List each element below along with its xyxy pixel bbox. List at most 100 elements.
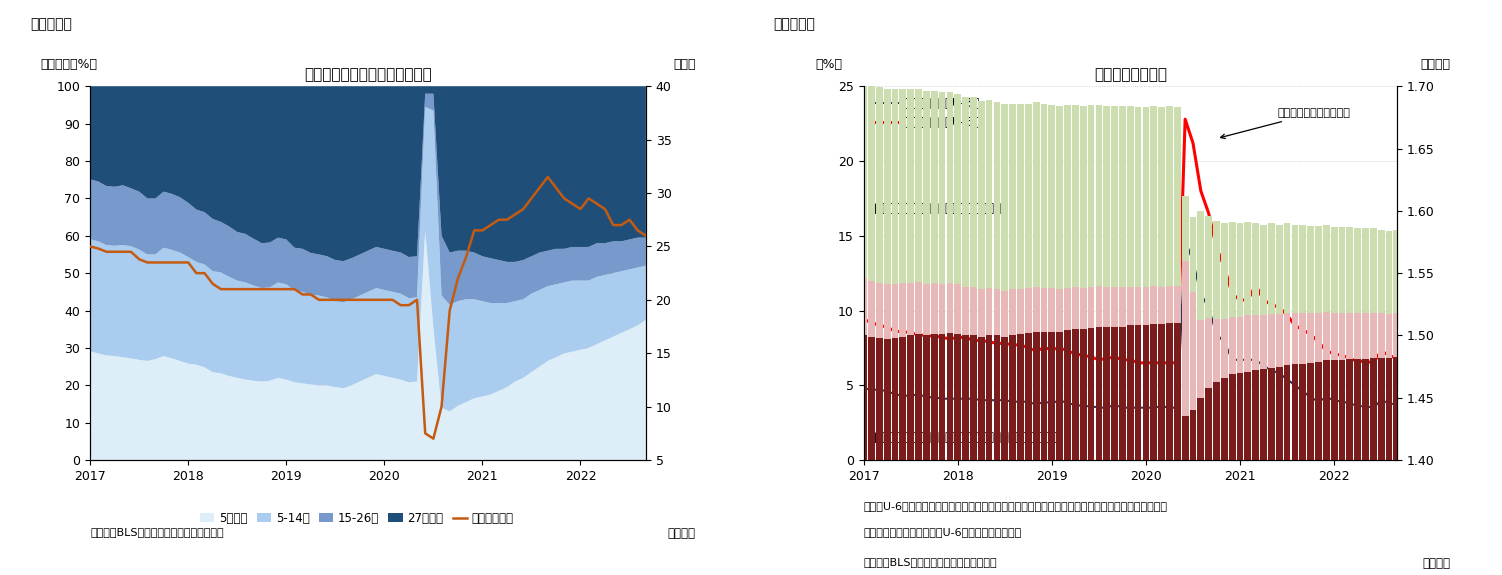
- Text: （資料）BLSよりニッセイ基礎研究所作成: （資料）BLSよりニッセイ基礎研究所作成: [864, 557, 997, 567]
- Bar: [1134, 287, 1142, 325]
- Bar: [1151, 324, 1157, 575]
- Bar: [1221, 319, 1227, 378]
- Bar: [1119, 287, 1126, 327]
- Bar: [924, 335, 930, 575]
- Bar: [970, 287, 976, 335]
- Text: （月次）: （月次）: [1422, 557, 1451, 570]
- Bar: [1214, 221, 1220, 319]
- Bar: [1080, 106, 1086, 288]
- Bar: [1024, 288, 1032, 333]
- Text: （資料）BLSよりニッセイ基礎研究所作成: （資料）BLSよりニッセイ基礎研究所作成: [90, 527, 224, 537]
- Bar: [915, 89, 922, 282]
- Bar: [1386, 231, 1392, 314]
- Bar: [1111, 106, 1117, 287]
- Bar: [963, 287, 969, 335]
- Bar: [1143, 325, 1149, 575]
- Title: 広義失業率の推移: 広義失業率の推移: [1093, 67, 1167, 82]
- Bar: [1275, 224, 1283, 314]
- Legend: 5週未満, 5-14週, 15-26週, 27週以上, 平均（右軸）: 5週未満, 5-14週, 15-26週, 27週以上, 平均（右軸）: [195, 507, 518, 530]
- Bar: [868, 336, 874, 575]
- Bar: [1292, 224, 1298, 313]
- Bar: [1126, 106, 1134, 287]
- Bar: [954, 94, 961, 284]
- Bar: [1166, 323, 1173, 575]
- Text: （シェア、%）: （シェア、%）: [41, 58, 98, 71]
- Bar: [861, 335, 867, 575]
- Bar: [1017, 289, 1024, 334]
- Bar: [1346, 359, 1353, 575]
- Bar: [993, 335, 1000, 575]
- Bar: [1370, 358, 1377, 575]
- Bar: [1394, 229, 1400, 313]
- Bar: [1362, 228, 1368, 313]
- Bar: [900, 89, 906, 283]
- Text: 周辺労働力は失業率（U-6）より逆算して推計: 周辺労働力は失業率（U-6）より逆算して推計: [864, 527, 1021, 537]
- Bar: [1275, 314, 1283, 366]
- Bar: [954, 334, 961, 575]
- Bar: [1292, 364, 1298, 575]
- Bar: [1119, 106, 1126, 287]
- Bar: [1394, 313, 1400, 356]
- Bar: [883, 339, 891, 575]
- Bar: [931, 334, 937, 575]
- Bar: [939, 334, 945, 575]
- Bar: [1245, 222, 1251, 316]
- Bar: [900, 283, 906, 336]
- Bar: [1095, 105, 1102, 286]
- Bar: [1104, 327, 1110, 575]
- Bar: [1245, 371, 1251, 575]
- Bar: [993, 102, 1000, 289]
- Bar: [963, 335, 969, 575]
- Bar: [1197, 211, 1205, 320]
- Bar: [1338, 361, 1346, 575]
- Bar: [1056, 289, 1063, 332]
- Title: 失業期間の分布と平均失業期間: 失業期間の分布と平均失業期間: [303, 67, 433, 82]
- Bar: [1355, 228, 1361, 313]
- Bar: [1002, 104, 1008, 290]
- Bar: [1063, 331, 1071, 575]
- Bar: [1299, 313, 1307, 364]
- Bar: [1229, 222, 1236, 317]
- Bar: [985, 100, 993, 288]
- Bar: [985, 288, 993, 335]
- Bar: [876, 283, 883, 338]
- Bar: [1346, 313, 1353, 359]
- Bar: [1253, 223, 1259, 316]
- Bar: [924, 91, 930, 284]
- Bar: [868, 84, 874, 281]
- Bar: [931, 283, 937, 334]
- Bar: [1362, 313, 1368, 359]
- Bar: [876, 338, 883, 575]
- Bar: [978, 101, 985, 289]
- Bar: [1355, 313, 1361, 359]
- Bar: [1024, 333, 1032, 575]
- Bar: [985, 335, 993, 575]
- Bar: [1048, 105, 1056, 288]
- Bar: [1355, 359, 1361, 575]
- Bar: [1260, 224, 1268, 316]
- Bar: [963, 98, 969, 287]
- Bar: [1056, 332, 1063, 575]
- Bar: [1095, 327, 1102, 575]
- Bar: [1331, 227, 1337, 313]
- Bar: [868, 281, 874, 336]
- Bar: [1221, 378, 1227, 575]
- Bar: [1087, 105, 1095, 287]
- Bar: [1143, 287, 1149, 325]
- Bar: [861, 81, 867, 278]
- Bar: [1284, 313, 1290, 365]
- Bar: [1182, 260, 1188, 416]
- Bar: [1205, 216, 1212, 318]
- Bar: [1205, 388, 1212, 575]
- Bar: [1158, 108, 1166, 287]
- Bar: [1080, 329, 1086, 575]
- Bar: [900, 336, 906, 575]
- Bar: [1377, 358, 1385, 575]
- Text: （%）: （%）: [816, 58, 843, 71]
- Bar: [1175, 323, 1181, 575]
- Bar: [924, 284, 930, 335]
- Bar: [1158, 324, 1166, 575]
- Bar: [1087, 287, 1095, 328]
- Bar: [1111, 287, 1117, 327]
- Bar: [1009, 289, 1015, 335]
